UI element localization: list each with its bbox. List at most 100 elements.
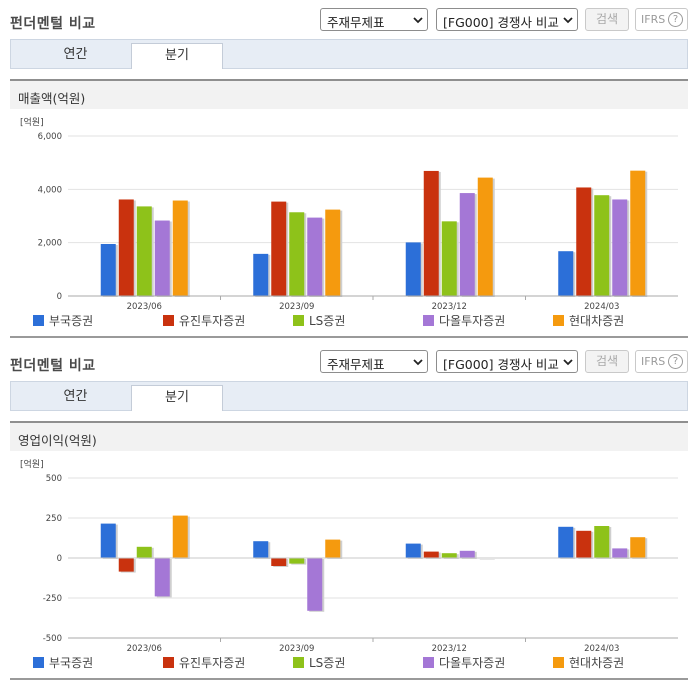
chart-legend: 부국증권 유진투자증권 LS증권 다올투자증권 현대차증권 [10,312,688,330]
bar-0-2[interactable] [405,242,421,296]
panel-header: 펀더멘털 비교 주재무제표 [FG000] 경쟁사 비교 검색 IFRS ? [0,342,696,380]
legend-swatch [33,315,44,326]
panel-header: 펀더멘털 비교 주재무제표 [FG000] 경쟁사 비교 검색 IFRS ? [0,0,696,38]
bar-0-1[interactable] [253,541,269,558]
legend-label: 부국증권 [49,656,94,670]
legend-item[interactable]: 현대차증권 [553,312,624,329]
section-divider [10,336,688,338]
peer-group-select[interactable]: [FG000] 경쟁사 비교 [436,8,578,31]
legend-item[interactable]: 부국증권 [33,654,93,671]
chevron-down-icon [563,359,573,366]
bar-3-2[interactable] [459,550,475,558]
legend-swatch [293,657,304,668]
bar-4-0[interactable] [172,515,188,558]
y-tick-label: 500 [46,474,62,484]
chevron-down-icon [413,17,423,24]
bar-4-3[interactable] [630,170,646,296]
legend-swatch [163,315,174,326]
y-tick-label: 0 [57,292,62,302]
bar-2-2[interactable] [441,553,457,558]
chevron-down-icon [563,17,573,24]
bar-0-3[interactable] [558,526,574,558]
section-title: 영업이익(억원) [18,433,97,448]
bar-1-1[interactable] [271,201,287,296]
x-tick-label: 2023/06 [127,644,162,653]
bar-0-1[interactable] [253,253,269,296]
legend-item[interactable]: LS증권 [293,312,345,329]
bar-2-0[interactable] [136,206,152,296]
legend-item[interactable]: 부국증권 [33,312,93,329]
bar-2-1[interactable] [289,558,305,564]
bar-2-3[interactable] [594,526,610,558]
tab-annual[interactable]: 연간 [63,47,88,62]
revenue-chart: [억원] 0 2,000 4,000 6,000 2023/06 2023/09 2023/1… [10,111,688,337]
bar-1-1[interactable] [271,558,287,566]
section-header: 영업이익(억원) [10,421,688,451]
y-tick-label: 0 [57,554,62,564]
bar-1-0[interactable] [118,558,134,572]
ifrs-help-button[interactable]: IFRS ? [635,8,688,31]
bar-4-3[interactable] [630,537,646,558]
bar-4-1[interactable] [325,539,341,558]
question-icon: ? [668,12,683,27]
bar-1-3[interactable] [576,187,592,296]
bar-4-1[interactable] [325,209,341,296]
bar-3-0[interactable] [154,220,170,296]
legend-item[interactable]: 다올투자증권 [423,312,505,329]
legend-item[interactable]: 유진투자증권 [163,654,245,671]
bar-3-0[interactable] [154,558,170,597]
x-tick-label: 2024/03 [584,644,619,653]
bar-3-2[interactable] [459,193,475,296]
legend-swatch [553,315,564,326]
bar-0-0[interactable] [100,244,116,296]
legend-label: 현대차증권 [569,314,625,328]
x-tick-label: 2023/12 [432,302,467,311]
bar-1-2[interactable] [423,170,439,296]
operating-profit-chart-svg: [억원] -500 -250 0 250 500 2023/06 2023/09 2023/12… [20,458,678,653]
question-icon: ? [668,354,683,369]
bar-0-3[interactable] [558,251,574,296]
revenue-chart-svg: [억원] 0 2,000 4,000 6,000 2023/06 2023/09 2023/1… [20,116,678,311]
chart-legend: 부국증권 유진투자증권 LS증권 다올투자증권 현대차증권 [10,654,688,672]
bar-1-2[interactable] [423,551,439,558]
legend-swatch [293,315,304,326]
search-button[interactable]: 검색 [585,350,629,373]
ifrs-label: IFRS [641,355,666,368]
bar-2-2[interactable] [441,221,457,296]
ifrs-label: IFRS [641,13,666,26]
tab-quarterly[interactable]: 분기 [131,43,223,69]
legend-swatch [423,657,434,668]
bar-1-0[interactable] [118,199,134,296]
peer-group-select[interactable]: [FG000] 경쟁사 비교 [436,350,578,373]
legend-label: 유진투자증권 [179,314,246,328]
legend-swatch [33,657,44,668]
bar-shadow [479,559,495,560]
bar-2-0[interactable] [136,546,152,558]
legend-label: 현대차증권 [569,656,625,670]
bar-3-1[interactable] [307,558,323,611]
bar-0-0[interactable] [100,523,116,558]
bar-3-3[interactable] [612,548,628,558]
legend-item[interactable]: LS증권 [293,654,345,671]
unit-label: [억원] [20,116,44,128]
legend-item[interactable]: 유진투자증권 [163,312,245,329]
tab-quarterly[interactable]: 분기 [131,385,223,411]
statement-select[interactable]: 주재무제표 [320,8,428,31]
legend-swatch [553,657,564,668]
bar-3-3[interactable] [612,199,628,296]
section-divider [10,678,688,680]
ifrs-help-button[interactable]: IFRS ? [635,350,688,373]
bar-4-2[interactable] [477,177,493,296]
bar-2-1[interactable] [289,212,305,296]
bar-2-3[interactable] [594,195,610,296]
bar-3-1[interactable] [307,217,323,296]
tab-annual[interactable]: 연간 [63,389,88,404]
bar-1-3[interactable] [576,530,592,558]
legend-item[interactable]: 다올투자증권 [423,654,505,671]
bar-0-2[interactable] [405,543,421,558]
search-button[interactable]: 검색 [585,8,629,31]
bar-4-0[interactable] [172,200,188,296]
y-tick-label: -500 [43,634,62,644]
statement-select[interactable]: 주재무제표 [320,350,428,373]
legend-item[interactable]: 현대차증권 [553,654,624,671]
